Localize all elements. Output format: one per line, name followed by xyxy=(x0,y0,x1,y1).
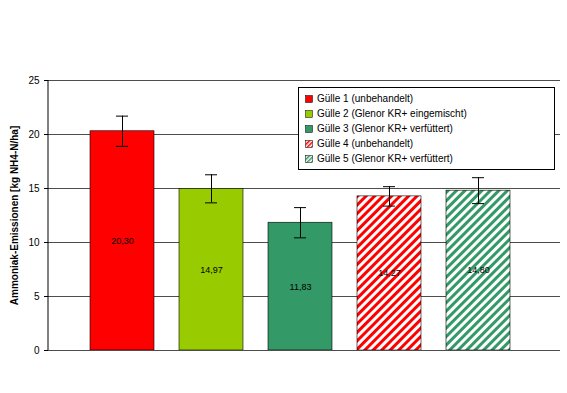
svg-text:14,80: 14,80 xyxy=(467,265,490,275)
html-text:Gülle 2 (Glenor KR+ eingemisch: Gülle 2 (Glenor KR+ eingemischt) xyxy=(317,108,467,119)
svg-text:14,27: 14,27 xyxy=(378,268,401,278)
html-text:Gülle 3 (Glenor KR+ verfüttert: Gülle 3 (Glenor KR+ verfüttert) xyxy=(317,123,453,134)
svg-text:25: 25 xyxy=(28,75,40,86)
svg-text:14,97: 14,97 xyxy=(200,265,223,275)
svg-text:5: 5 xyxy=(34,291,40,302)
html-text:Gülle 1 (unbehandelt): Gülle 1 (unbehandelt) xyxy=(317,93,414,104)
svg-text:Ammoniak-Emissionen [kg NH4-N/: Ammoniak-Emissionen [kg NH4-N/ha] xyxy=(9,126,20,305)
svg-text:20,30: 20,30 xyxy=(111,236,134,246)
svg-text:10: 10 xyxy=(28,237,40,248)
svg-text:0: 0 xyxy=(34,345,40,356)
svg-text:15: 15 xyxy=(28,183,40,194)
html-text:Gülle 4 (unbehandelt): Gülle 4 (unbehandelt) xyxy=(317,138,414,149)
html-text:Gülle 5 (Glenor KR+ verfüttert: Gülle 5 (Glenor KR+ verfüttert) xyxy=(317,153,453,164)
svg-text:20: 20 xyxy=(28,129,40,140)
svg-text:11,83: 11,83 xyxy=(290,281,312,291)
